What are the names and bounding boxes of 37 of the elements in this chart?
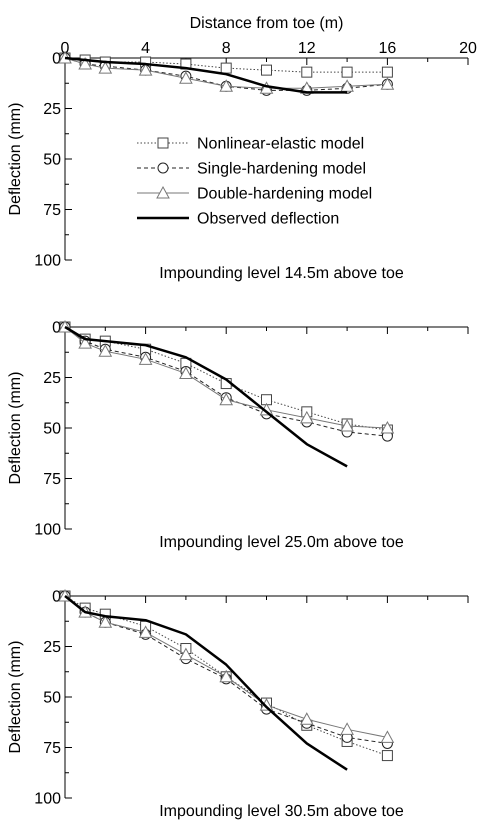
- point: [380, 422, 394, 434]
- y-tick-label: 25: [43, 101, 62, 118]
- legend-label: Double-hardening model: [197, 186, 372, 203]
- y-tick-label: 100: [34, 522, 62, 539]
- x-tick-label: 20: [459, 40, 477, 57]
- text: Impounding level 25.0m above toe: [159, 534, 404, 551]
- x-tick-label: 8: [222, 40, 231, 57]
- y-tick-label: 50: [43, 690, 62, 707]
- point: [179, 648, 192, 660]
- y-tick-label: 75: [43, 471, 62, 488]
- y-tick-label: 50: [43, 152, 62, 169]
- legend-label: Single-hardening model: [197, 160, 366, 178]
- point: [380, 730, 394, 743]
- point: [340, 722, 354, 735]
- x-tick-label: 12: [298, 40, 316, 57]
- legend-label: Observed deflection: [197, 210, 340, 228]
- y-tick-label: 50: [43, 420, 62, 438]
- y-axis-title: Deflection (mm): [7, 102, 24, 216]
- text: Impounding level 14.5m above toe: [159, 265, 404, 282]
- y-tick-label: 100: [34, 790, 62, 808]
- y-tick-label: 75: [43, 740, 62, 758]
- x-axis-title: Distance from toe (m): [190, 15, 344, 32]
- y-axis-title: Deflection (mm): [7, 372, 24, 484]
- point: [300, 411, 314, 424]
- y-tick-label: 25: [43, 370, 62, 388]
- point: [300, 712, 314, 725]
- point: [139, 626, 152, 638]
- y-axis-title: Deflection (mm): [7, 640, 24, 754]
- point: [382, 750, 393, 762]
- text: Impounding level 30.5m above toe: [159, 803, 404, 820]
- y-tick-label: 75: [43, 202, 62, 220]
- y-tick-label: 100: [34, 252, 62, 270]
- x-tick-label: 4: [141, 40, 150, 57]
- x-tick-label: 16: [378, 40, 396, 57]
- point: [261, 394, 272, 406]
- y-tick-label: 25: [43, 639, 62, 656]
- legend-label: Nonlinear-elastic model: [197, 136, 364, 153]
